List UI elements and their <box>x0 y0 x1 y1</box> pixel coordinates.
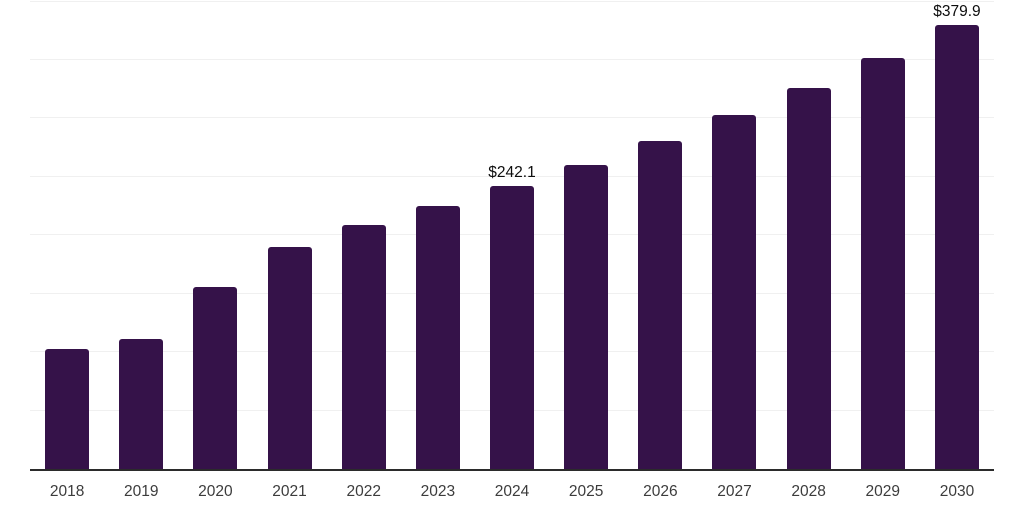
bar-chart: $242.1 $379.9 2018 2019 2020 2021 2022 2023 202… <box>30 0 994 501</box>
x-tick-2029: 2029 <box>865 483 901 500</box>
plot-area: $242.1 $379.9 <box>30 0 994 471</box>
bar-2023 <box>415 206 460 469</box>
gridline-250 <box>30 175 994 177</box>
x-tick-2018: 2018 <box>49 483 85 500</box>
bar-slot-2027 <box>697 0 771 469</box>
bar-2019 <box>119 338 164 469</box>
bar-2030 <box>934 25 979 469</box>
x-tick-2026: 2026 <box>643 483 678 500</box>
bar-slot-2022 <box>327 0 401 469</box>
bar-series: $242.1 $379.9 <box>30 0 994 469</box>
x-tick-2021: 2021 <box>272 483 307 500</box>
gridline-350 <box>30 58 994 60</box>
bar-slot-2030: $379.9 <box>920 0 994 469</box>
x-axis-labels: 2018 2019 2020 2021 2022 2023 2024 2025 2026 2027… <box>30 483 994 501</box>
x-tick-2023: 2023 <box>420 483 456 500</box>
bar-slot-2021 <box>252 0 326 469</box>
data-label-2030: $379.9 <box>933 2 981 20</box>
bar-2020 <box>193 287 238 469</box>
bar-slot-2029 <box>846 0 920 469</box>
bar-slot-2023 <box>401 0 475 469</box>
bar-slot-2025 <box>549 0 623 469</box>
gridline-400 <box>30 0 994 2</box>
x-tick-2020: 2020 <box>198 483 233 500</box>
bar-2024 <box>490 186 535 469</box>
bar-2028 <box>786 88 831 469</box>
bar-2029 <box>860 58 905 469</box>
x-tick-2025: 2025 <box>568 483 604 500</box>
bar-2027 <box>712 115 757 469</box>
bar-2021 <box>267 246 312 469</box>
x-tick-2030: 2030 <box>939 483 975 500</box>
bar-slot-2018 <box>30 0 104 469</box>
x-tick-2019: 2019 <box>123 483 159 500</box>
bar-2025 <box>564 165 609 469</box>
bar-2018 <box>45 348 90 469</box>
bar-slot-2020 <box>178 0 252 469</box>
bar-slot-2028 <box>772 0 846 469</box>
x-tick-2027: 2027 <box>717 483 752 500</box>
data-label-2024: $242.1 <box>488 163 536 181</box>
bar-slot-2026 <box>623 0 697 469</box>
gridline-300 <box>30 117 994 119</box>
bar-2022 <box>341 224 386 469</box>
x-tick-2028: 2028 <box>791 483 826 500</box>
bar-slot-2019 <box>104 0 178 469</box>
x-tick-2022: 2022 <box>346 483 381 500</box>
bar-2026 <box>638 141 683 469</box>
bar-slot-2024: $242.1 <box>475 0 549 469</box>
x-tick-2024: 2024 <box>494 483 530 500</box>
